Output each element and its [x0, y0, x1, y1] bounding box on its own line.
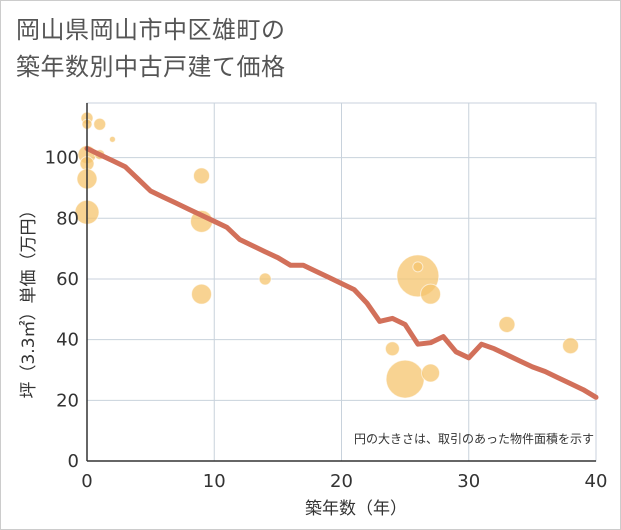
chart-title-line1: 岡山県岡山市中区雄町の [16, 16, 286, 44]
scatter-bubble [384, 341, 400, 357]
y-tick-label: 100 [45, 148, 79, 169]
y-tick-label: 80 [56, 208, 79, 229]
trend-line-group [84, 146, 599, 400]
y-tick-label: 0 [68, 451, 79, 472]
grid-lines [86, 102, 597, 462]
y-tick-label: 20 [56, 390, 79, 411]
scatter-bubble [412, 261, 424, 273]
scatter-bubble [108, 135, 116, 143]
y-tick-label: 40 [56, 330, 79, 351]
chart-note: 円の大きさは、取引のあった物件面積を示す [354, 431, 594, 446]
chart-title: 岡山県岡山市中区雄町の 築年数別中古戸建て価格 [16, 12, 286, 86]
scatter-bubble [562, 337, 580, 355]
y-tick-label: 60 [56, 269, 79, 290]
scatter-bubble [258, 272, 272, 286]
y-axis-label: 坪（3.3㎡）単価（万円） [19, 201, 39, 398]
scatter-bubble [385, 359, 425, 399]
x-tick-label: 0 [81, 471, 92, 492]
scatter-bubble [191, 283, 213, 305]
scatter-bubble [421, 363, 441, 383]
x-tick-label: 40 [585, 471, 608, 492]
x-axis-label: 築年数（年） [305, 499, 407, 519]
scatter-bubble [193, 167, 211, 185]
scatter-bubble [498, 315, 516, 333]
chart-title-line2: 築年数別中古戸建て価格 [16, 53, 286, 81]
x-tick-label: 20 [330, 471, 353, 492]
tick-labels: 0 10 20 30 40 0 20 40 60 80 100 [45, 148, 608, 492]
axes [86, 103, 596, 462]
scatter-bubble [420, 283, 442, 305]
x-tick-label: 30 [457, 471, 480, 492]
trend-line [84, 146, 599, 400]
scatter-bubble [93, 117, 107, 131]
x-tick-label: 10 [203, 471, 226, 492]
